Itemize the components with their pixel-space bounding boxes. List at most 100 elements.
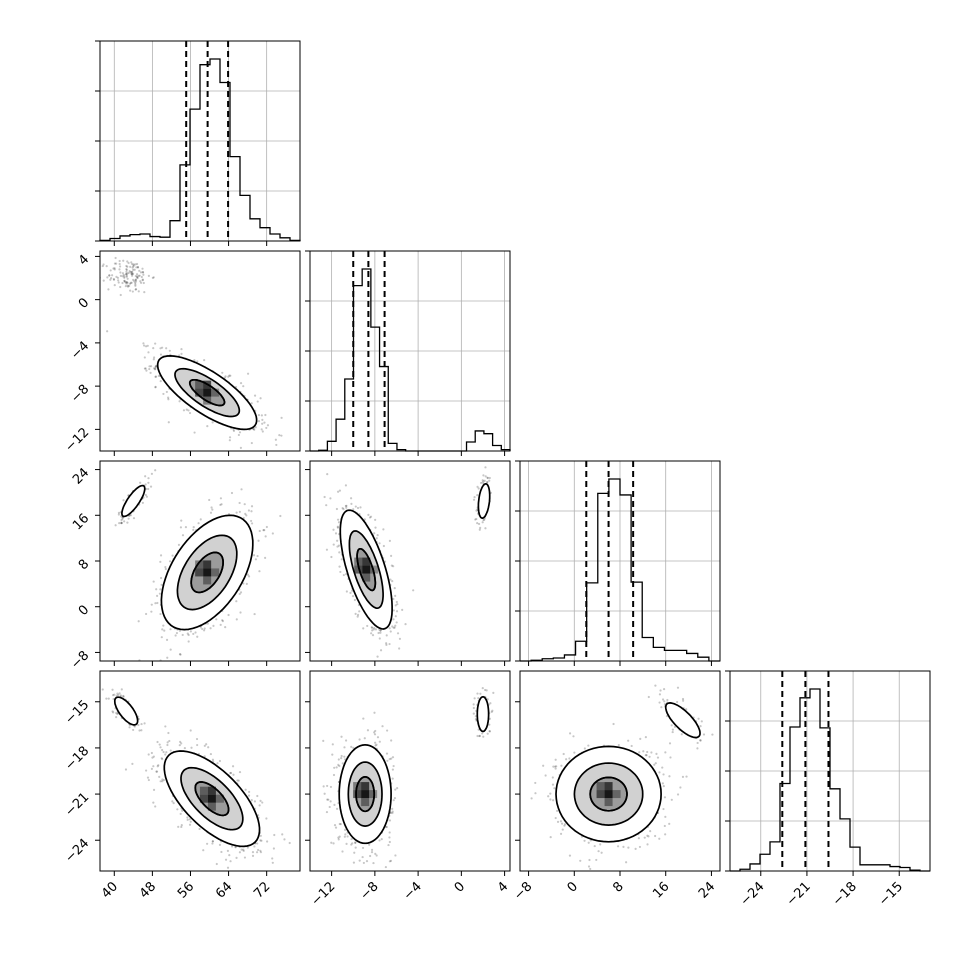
sample-point [379, 629, 382, 632]
sample-point [326, 784, 329, 788]
sample-point [125, 281, 128, 284]
sample-point [101, 264, 104, 268]
histogram-p2 [520, 478, 720, 662]
sample-point [263, 421, 266, 424]
sample-point [147, 477, 150, 480]
sample-point [274, 438, 277, 441]
sample-point [238, 770, 242, 774]
sample-point [246, 846, 249, 849]
sample-point [206, 425, 209, 428]
sample-point [134, 263, 137, 266]
sample-point [388, 627, 391, 630]
sample-point [256, 794, 259, 798]
sample-point [126, 260, 129, 263]
sample-point [250, 519, 253, 523]
sample-point [247, 575, 251, 578]
sample-point [105, 265, 108, 268]
sample-point [394, 594, 397, 598]
sample-point [178, 400, 181, 403]
sample-point [159, 380, 162, 383]
sample-point [247, 794, 251, 797]
sample-point [136, 276, 139, 279]
sample-point [160, 636, 163, 639]
sample-point [150, 472, 153, 475]
sample-point [221, 371, 224, 374]
sample-point [382, 528, 385, 531]
sample-point [186, 818, 189, 821]
sample-point [121, 517, 124, 520]
sample-point [120, 521, 123, 524]
x-tick-label: 64 [213, 879, 235, 901]
sample-point [250, 402, 253, 405]
sample-point [340, 558, 343, 561]
sample-point [117, 693, 120, 697]
density-cell [203, 388, 212, 397]
sample-point [278, 434, 281, 437]
sample-point [218, 759, 222, 763]
sample-point [219, 503, 222, 507]
sample-point [390, 554, 393, 557]
sample-point [152, 801, 155, 804]
sample-point [138, 269, 141, 272]
sample-point [127, 261, 130, 265]
sample-point [134, 281, 137, 284]
sample-point [242, 516, 245, 520]
sample-point [250, 799, 253, 802]
sample-point [336, 525, 339, 528]
sample-point [142, 342, 145, 345]
sample-point [373, 627, 376, 630]
density-contour [477, 483, 491, 519]
sample-point [344, 484, 348, 487]
sample-point [114, 256, 117, 260]
sample-point [484, 466, 487, 469]
sample-point [192, 632, 195, 636]
sample-point [338, 835, 341, 838]
sample-point [102, 263, 105, 266]
sample-point [154, 367, 157, 370]
sample-point [157, 764, 160, 767]
sample-point [345, 590, 348, 593]
sample-point [101, 688, 104, 691]
density-contour [190, 551, 224, 594]
sample-point [140, 729, 143, 732]
sample-point [280, 434, 283, 437]
sample-point [481, 481, 484, 484]
sample-point [349, 497, 353, 500]
sample-point [162, 624, 165, 627]
sample-point [368, 843, 371, 846]
sample-point [124, 768, 128, 771]
sample-point [253, 428, 256, 431]
sample-point [188, 411, 192, 415]
sample-point [112, 711, 115, 714]
sample-point [341, 506, 344, 510]
sample-point [242, 848, 245, 851]
sample-point [373, 711, 376, 714]
sample-point [152, 276, 155, 279]
sample-point [391, 811, 394, 815]
density-contour [356, 547, 377, 592]
sample-point [382, 544, 385, 548]
sample-point [141, 501, 144, 504]
sample-point [125, 275, 128, 278]
sample-point [109, 269, 112, 272]
sample-point [199, 518, 202, 521]
sample-point [132, 265, 135, 268]
sample-point [148, 365, 151, 368]
sample-point [261, 422, 264, 425]
sample-point [264, 535, 267, 538]
sample-point [342, 507, 345, 511]
scatter-panel-p0-p1: −12−8−404 [62, 250, 301, 456]
sample-point [158, 592, 162, 595]
sample-point [394, 788, 397, 791]
sample-point [140, 275, 143, 279]
histogram-p0 [99, 58, 301, 242]
sample-point [131, 266, 134, 269]
sample-point [484, 527, 487, 530]
sample-point [235, 618, 238, 621]
sample-point [121, 281, 124, 285]
sample-point [187, 409, 190, 412]
sample-point [341, 762, 344, 765]
sample-point [472, 498, 476, 501]
sample-point [396, 786, 399, 790]
